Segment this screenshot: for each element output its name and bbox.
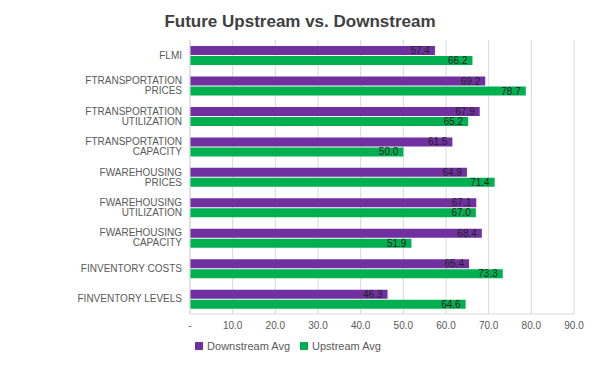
svg-text:FTRANSPORTATIONPRICES: FTRANSPORTATIONPRICES [85,75,182,96]
svg-text:73.3: 73.3 [478,268,498,279]
svg-text:46.3: 46.3 [363,289,383,300]
svg-text:70.0: 70.0 [479,320,499,331]
svg-text:10.0: 10.0 [223,320,243,331]
svg-text:40.0: 40.0 [351,320,371,331]
svg-text:FWAREHOUSINGUTILIZATION: FWAREHOUSINGUTILIZATION [100,197,183,218]
svg-text:78.7: 78.7 [501,86,521,97]
svg-text:90.0: 90.0 [564,320,584,331]
svg-text:67.0: 67.0 [451,207,471,218]
svg-text:FINVENTORY COSTS: FINVENTORY COSTS [81,263,182,274]
svg-text:FWAREHOUSINGCAPACITY: FWAREHOUSINGCAPACITY [100,227,183,248]
html-text:Upstream Avg: Upstream Avg [312,340,381,352]
svg-text:57.4: 57.4 [410,45,430,56]
svg-text:-: - [188,320,191,331]
svg-text:68.4: 68.4 [457,228,477,239]
svg-text:60.0: 60.0 [436,320,456,331]
svg-text:64.9: 64.9 [442,167,462,178]
svg-text:64.6: 64.6 [441,299,461,310]
svg-text:51.9: 51.9 [387,238,407,249]
svg-text:69.2: 69.2 [461,76,481,87]
svg-text:65.4: 65.4 [445,258,465,269]
svg-text:71.4: 71.4 [470,177,490,188]
svg-text:FTRANSPORTATIONUTILIZATION: FTRANSPORTATIONUTILIZATION [85,106,182,127]
svg-text:61.5: 61.5 [428,136,448,147]
html-text:Downstream Avg: Downstream Avg [207,340,290,352]
svg-text:67.9: 67.9 [455,106,475,117]
svg-text:66.2: 66.2 [448,55,468,66]
svg-text:65.2: 65.2 [444,116,464,127]
svg-text:FINVENTORY LEVELS: FINVENTORY LEVELS [78,293,183,304]
svg-text:50.0: 50.0 [379,146,399,157]
html-text:Future Upstream vs. Downstream: Future Upstream vs. Downstream [164,12,436,31]
svg-text:20.0: 20.0 [266,320,286,331]
svg-text:80.0: 80.0 [522,320,542,331]
svg-text:FTRANSPORTATIONCAPACITY: FTRANSPORTATIONCAPACITY [85,136,182,157]
svg-text:50.0: 50.0 [394,320,414,331]
svg-text:FLMI: FLMI [159,50,182,61]
svg-text:FWAREHOUSINGPRICES: FWAREHOUSINGPRICES [100,167,183,188]
svg-text:67.1: 67.1 [451,197,472,209]
svg-text:30.0: 30.0 [308,320,328,331]
